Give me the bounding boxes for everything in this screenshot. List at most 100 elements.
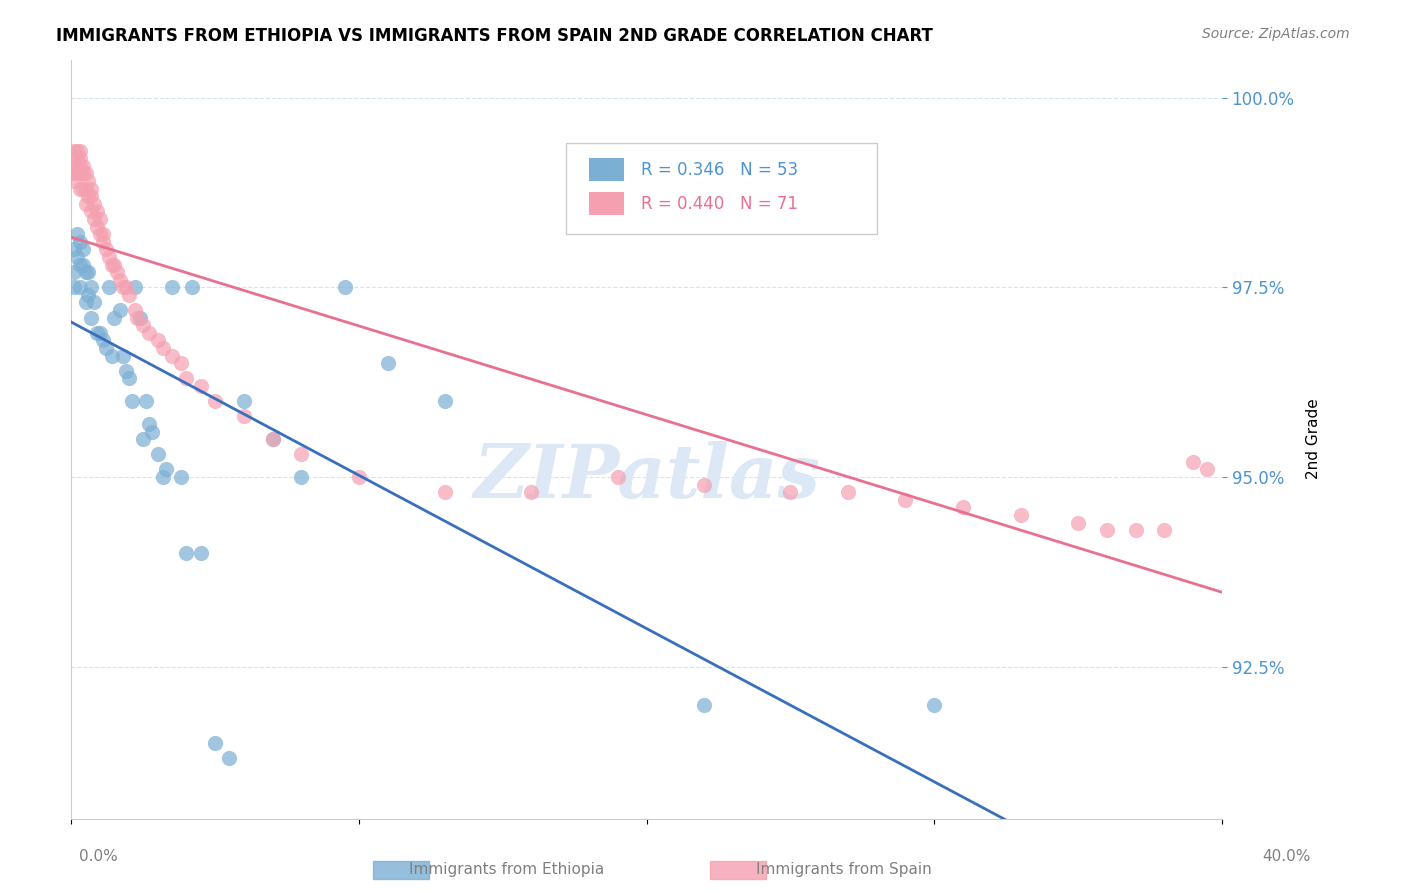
Text: R = 0.346   N = 53: R = 0.346 N = 53 bbox=[641, 161, 799, 178]
Point bbox=[1010, 508, 1032, 522]
Point bbox=[290, 470, 312, 484]
Point bbox=[169, 470, 191, 484]
FancyBboxPatch shape bbox=[589, 193, 623, 215]
Point bbox=[176, 371, 198, 385]
Point bbox=[69, 144, 91, 158]
Point bbox=[693, 698, 716, 712]
Point bbox=[176, 546, 198, 560]
Point bbox=[80, 310, 103, 325]
Text: IMMIGRANTS FROM ETHIOPIA VS IMMIGRANTS FROM SPAIN 2ND GRADE CORRELATION CHART: IMMIGRANTS FROM ETHIOPIA VS IMMIGRANTS F… bbox=[56, 27, 934, 45]
Point bbox=[63, 243, 86, 257]
Point bbox=[894, 492, 917, 507]
Point bbox=[290, 447, 312, 461]
Point bbox=[66, 159, 89, 173]
Point bbox=[1182, 455, 1205, 469]
Point bbox=[377, 356, 399, 370]
Point bbox=[66, 166, 89, 180]
Point bbox=[69, 151, 91, 165]
Point bbox=[181, 280, 204, 294]
Point bbox=[86, 204, 108, 219]
Point bbox=[520, 485, 543, 500]
Point bbox=[77, 288, 100, 302]
Point bbox=[69, 159, 91, 173]
Point bbox=[100, 349, 122, 363]
Point bbox=[1125, 523, 1147, 537]
Point bbox=[333, 280, 356, 294]
Point bbox=[232, 409, 254, 424]
Point bbox=[138, 326, 160, 340]
Point bbox=[94, 243, 117, 257]
Text: Immigrants from Ethiopia: Immigrants from Ethiopia bbox=[409, 863, 603, 877]
Point bbox=[111, 280, 134, 294]
Point bbox=[86, 219, 108, 234]
Point bbox=[103, 258, 125, 272]
Point bbox=[146, 334, 169, 348]
Point bbox=[218, 751, 240, 765]
Point bbox=[434, 485, 457, 500]
Text: Immigrants from Spain: Immigrants from Spain bbox=[756, 863, 932, 877]
Point bbox=[80, 181, 103, 195]
Point bbox=[132, 318, 155, 333]
Point bbox=[69, 235, 91, 249]
Point bbox=[72, 181, 94, 195]
Point bbox=[75, 265, 97, 279]
Point bbox=[952, 500, 974, 515]
Point bbox=[89, 326, 111, 340]
Point bbox=[1067, 516, 1090, 530]
Point bbox=[83, 295, 105, 310]
Point bbox=[121, 394, 143, 409]
Point bbox=[63, 144, 86, 158]
Point bbox=[89, 227, 111, 242]
Point bbox=[63, 174, 86, 188]
Point bbox=[141, 425, 163, 439]
Point bbox=[103, 310, 125, 325]
Point bbox=[115, 280, 138, 294]
Point bbox=[91, 227, 114, 242]
Point bbox=[190, 379, 212, 393]
Point bbox=[204, 736, 226, 750]
Point bbox=[72, 159, 94, 173]
Point bbox=[262, 432, 284, 446]
Point bbox=[80, 280, 103, 294]
Point bbox=[124, 280, 146, 294]
Point bbox=[77, 265, 100, 279]
Point bbox=[69, 258, 91, 272]
Text: ZIPatlas: ZIPatlas bbox=[472, 441, 820, 513]
Point bbox=[94, 341, 117, 355]
Point bbox=[75, 295, 97, 310]
Point bbox=[72, 258, 94, 272]
Point bbox=[132, 432, 155, 446]
Point bbox=[347, 470, 370, 484]
Text: 0.0%: 0.0% bbox=[79, 849, 118, 863]
Point bbox=[69, 181, 91, 195]
Point bbox=[108, 273, 131, 287]
Point bbox=[118, 371, 141, 385]
Point bbox=[152, 341, 174, 355]
Point bbox=[77, 174, 100, 188]
Point bbox=[63, 159, 86, 173]
Point bbox=[146, 447, 169, 461]
Text: Source: ZipAtlas.com: Source: ZipAtlas.com bbox=[1202, 27, 1350, 41]
Point bbox=[1153, 523, 1175, 537]
FancyBboxPatch shape bbox=[567, 143, 877, 235]
Point bbox=[63, 166, 86, 180]
Point bbox=[118, 288, 141, 302]
Point bbox=[91, 235, 114, 249]
Point bbox=[1095, 523, 1118, 537]
Point bbox=[69, 280, 91, 294]
Point bbox=[83, 212, 105, 227]
Point bbox=[129, 310, 152, 325]
Point bbox=[232, 394, 254, 409]
Point bbox=[111, 349, 134, 363]
Point bbox=[837, 485, 859, 500]
Point bbox=[152, 470, 174, 484]
Point bbox=[66, 151, 89, 165]
Point bbox=[66, 227, 89, 242]
Point bbox=[89, 212, 111, 227]
Point bbox=[75, 181, 97, 195]
Text: 40.0%: 40.0% bbox=[1263, 849, 1310, 863]
Point bbox=[80, 189, 103, 203]
Point bbox=[72, 166, 94, 180]
Point bbox=[86, 326, 108, 340]
Point bbox=[190, 546, 212, 560]
